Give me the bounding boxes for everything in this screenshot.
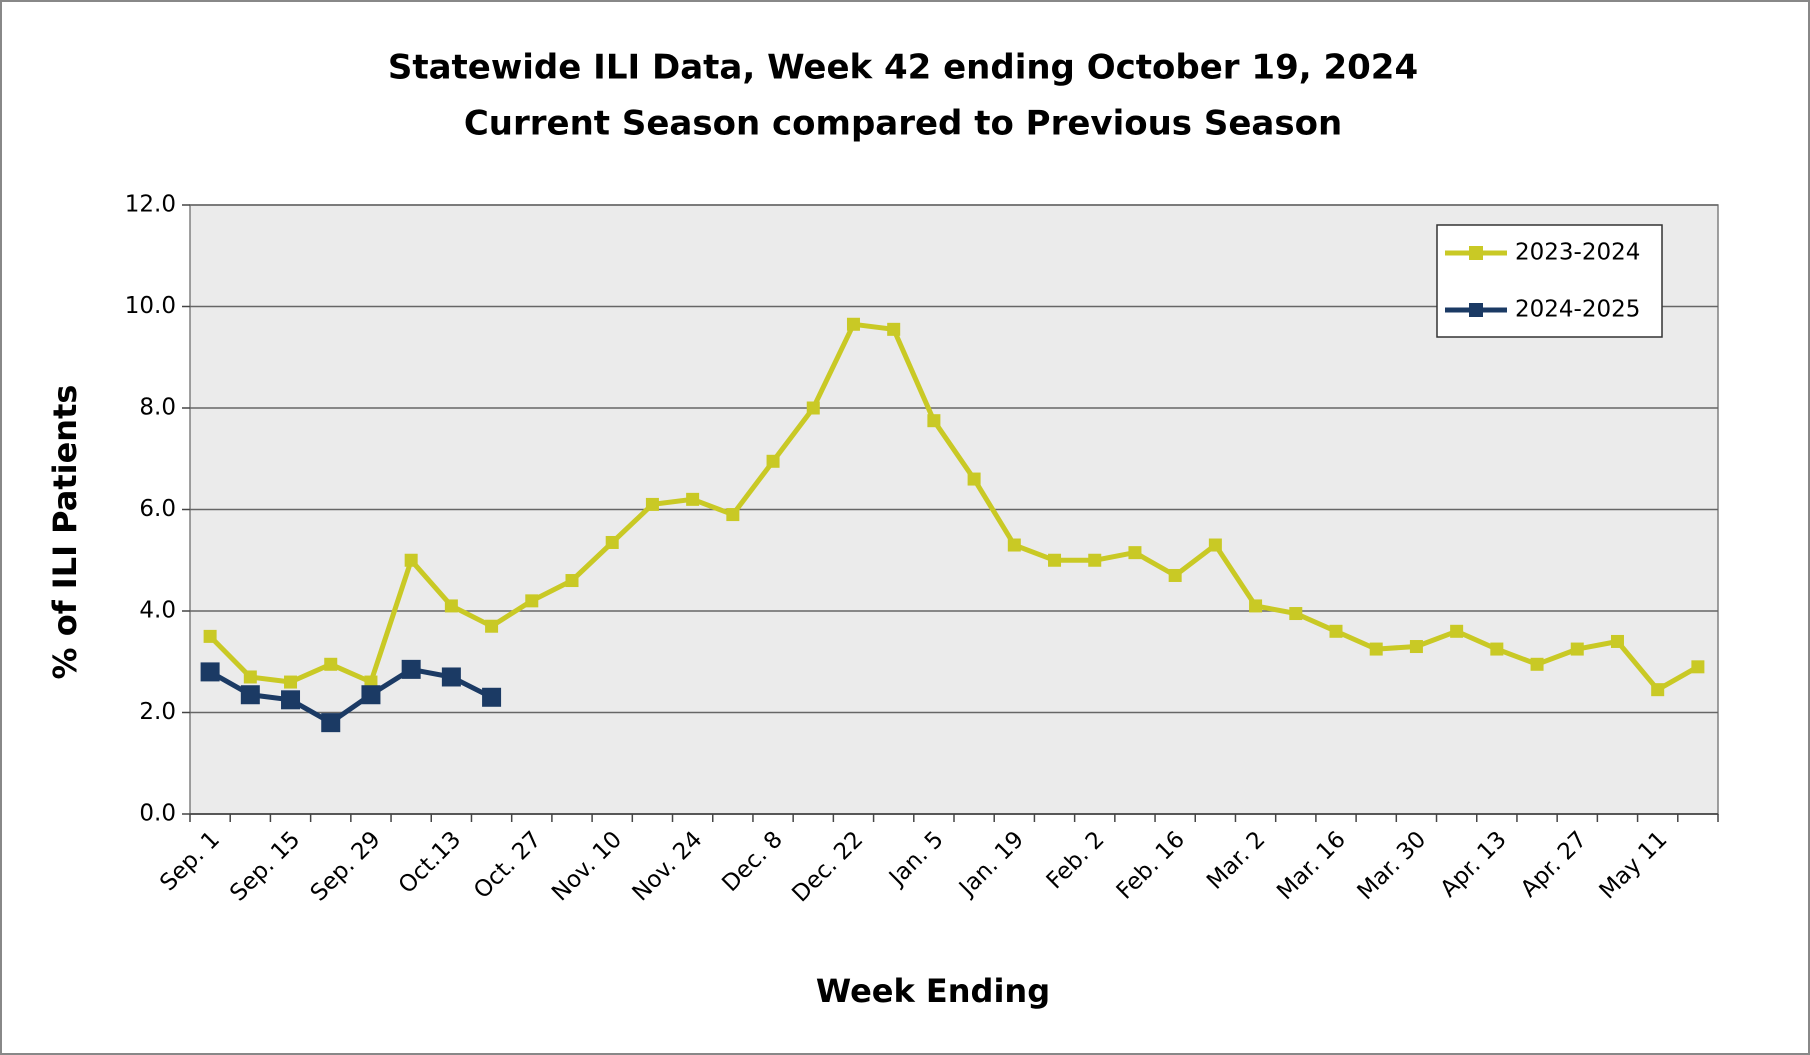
data-point [444, 599, 458, 613]
data-point [1570, 642, 1584, 656]
y-tick-label: 2.0 [139, 699, 176, 725]
data-point [1249, 599, 1263, 613]
y-tick-label: 10.0 [125, 293, 176, 319]
data-point [404, 553, 418, 567]
data-point [361, 685, 381, 705]
data-point [1490, 642, 1504, 656]
y-tick-label: 0.0 [139, 801, 176, 827]
data-point [485, 619, 499, 633]
data-point [243, 670, 257, 684]
data-point [1530, 657, 1544, 671]
legend-marker [1469, 246, 1483, 260]
data-point [284, 675, 298, 689]
data-point [686, 492, 700, 506]
y-tick-label: 12.0 [125, 192, 176, 218]
data-point [766, 454, 780, 468]
data-point [203, 629, 217, 643]
data-point [482, 687, 502, 707]
data-point [927, 414, 941, 428]
data-point [726, 508, 740, 522]
data-point [321, 713, 341, 733]
series-line [208, 321, 1700, 693]
data-point [605, 535, 619, 549]
data-point [1128, 546, 1142, 560]
data-point [1048, 553, 1062, 567]
chart-title: Statewide ILI Data, Week 42 ending Octob… [388, 48, 1418, 88]
data-point [1289, 607, 1303, 621]
data-point [1651, 683, 1665, 697]
legend-label: 2024-2025 [1515, 297, 1640, 323]
legend-label: 2023-2024 [1515, 240, 1640, 266]
data-point [324, 657, 338, 671]
data-point [1369, 642, 1383, 656]
legend-marker [1469, 303, 1483, 317]
data-point [1691, 660, 1705, 674]
data-point [281, 690, 301, 710]
y-tick-label: 4.0 [139, 598, 176, 624]
legend-box [1436, 224, 1663, 338]
x-axis-title: Week Ending [816, 972, 1050, 1010]
data-point [1329, 624, 1343, 638]
data-point [565, 574, 579, 588]
data-point [1409, 640, 1423, 654]
y-axis-title: % of ILI Patients [46, 385, 84, 680]
data-point [1208, 538, 1222, 552]
data-point [1168, 568, 1182, 582]
data-point [1610, 634, 1624, 648]
data-point [1007, 538, 1021, 552]
chart-subtitle: Current Season compared to Previous Seas… [464, 104, 1342, 144]
data-point [240, 685, 260, 705]
data-point [1088, 553, 1102, 567]
data-point [967, 472, 981, 486]
data-point [887, 322, 901, 336]
data-point [200, 662, 220, 682]
data-point [441, 667, 461, 687]
data-point [401, 659, 421, 679]
data-point [525, 594, 539, 608]
data-point [846, 317, 860, 331]
data-point [806, 401, 820, 415]
y-tick-label: 8.0 [139, 395, 176, 421]
data-point [645, 497, 659, 511]
y-tick-label: 6.0 [139, 496, 176, 522]
data-point [1450, 624, 1464, 638]
